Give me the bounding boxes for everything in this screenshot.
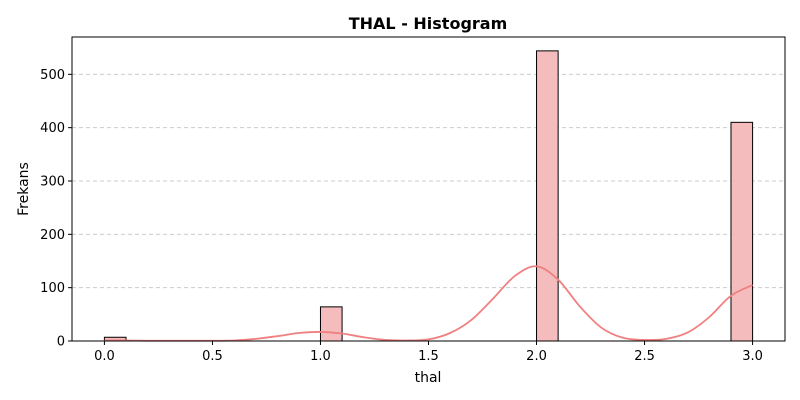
x-tick-label: 0.0 bbox=[94, 349, 115, 364]
y-tick-label: 100 bbox=[40, 281, 65, 296]
x-tick-label: 2.0 bbox=[526, 349, 547, 364]
y-tick-label: 300 bbox=[40, 175, 65, 190]
x-tick-label: 0.5 bbox=[202, 349, 223, 364]
x-tick-label: 1.5 bbox=[418, 349, 439, 364]
x-axis-label: thal bbox=[415, 370, 442, 386]
x-axis-ticks: 0.0 0.5 1.0 1.5 2.0 2.5 3.0 bbox=[94, 341, 763, 364]
histogram-bar bbox=[319, 306, 343, 342]
x-tick-label: 1.0 bbox=[310, 349, 331, 364]
y-tick-label: 400 bbox=[40, 121, 65, 136]
x-tick-label: 3.0 bbox=[742, 349, 763, 364]
x-tick-label: 2.5 bbox=[634, 349, 655, 364]
chart-title: THAL - Histogram bbox=[349, 14, 508, 33]
y-tick-label: 500 bbox=[40, 68, 65, 83]
y-tick-label: 200 bbox=[40, 228, 65, 243]
y-axis-label: Frekans bbox=[16, 162, 32, 216]
y-axis-ticks: 0 100 200 300 400 500 bbox=[40, 68, 72, 350]
y-tick-label: 0 bbox=[57, 335, 65, 350]
histogram-bar bbox=[536, 50, 559, 342]
histogram-bar bbox=[730, 121, 754, 342]
